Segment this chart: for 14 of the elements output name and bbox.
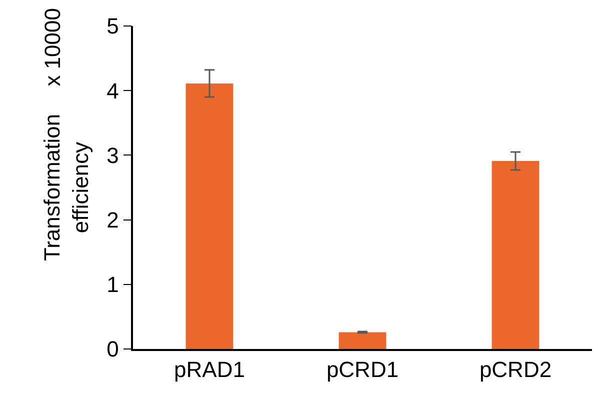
bar [492, 161, 540, 349]
y-tick-label: 3 [106, 142, 119, 168]
y-tick-label: 1 [106, 272, 119, 298]
y-axis-title: Transformation efficiency [39, 114, 93, 262]
text: x 10000 [40, 8, 66, 86]
y-tick-label: 5 [106, 14, 119, 39]
y-tick-label: 4 [106, 78, 119, 104]
x-tick-label: pCRD1 [326, 357, 399, 382]
bar [186, 83, 234, 349]
y-tick-label: 2 [106, 208, 119, 232]
x-tick-label: pRAD1 [174, 357, 245, 382]
y-tick-label: 0 [106, 336, 119, 362]
x-tick-label: pCRD2 [479, 357, 552, 382]
bar [338, 332, 386, 349]
